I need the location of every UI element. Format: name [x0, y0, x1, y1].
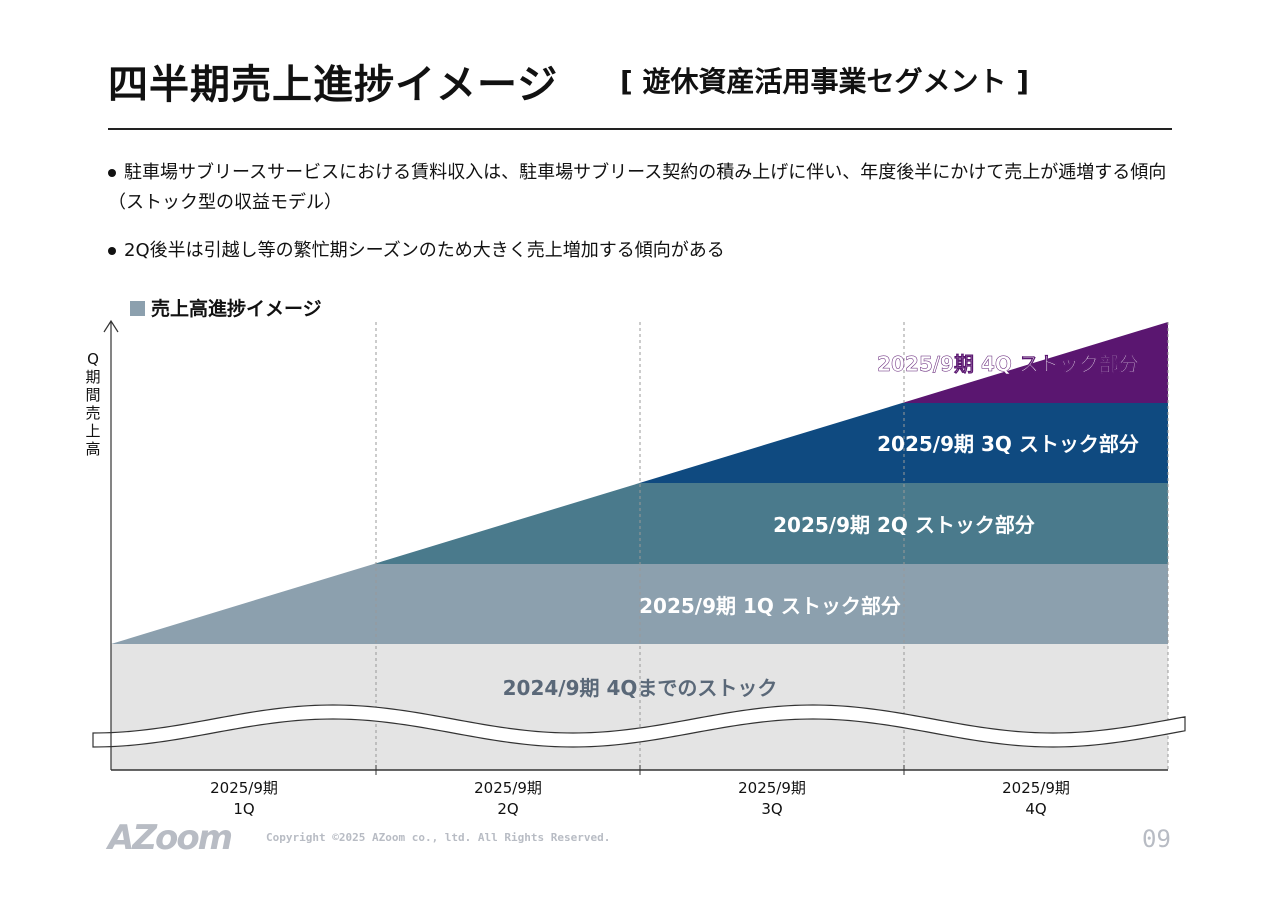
legend-swatch: [130, 301, 145, 316]
band-label: 2025/9期 3Q ストック部分: [877, 432, 1139, 456]
bullet-text: 駐車場サブリースサービスにおける賃料収入は、駐車場サブリース契約の積み上げに伴い…: [108, 162, 1167, 213]
page-number: 09: [1142, 825, 1171, 853]
copyright: Copyright ©2025 AZoom co., ltd. All Righ…: [266, 831, 611, 844]
x-tick-1q: 2025/9期 1Q: [210, 779, 278, 818]
bullet-text: 2Q後半は引越し等の繁忙期シーズンのため大きく売上増加する傾向がある: [124, 240, 725, 261]
y-axis-label: Q期間売上高: [85, 350, 101, 458]
band-label: 2024/9期 4Qまでのストック: [503, 676, 778, 700]
band-label: 2025/9期 4Q ストック部分: [877, 352, 1139, 376]
bullet-2: 2Q後半は引越し等の繁忙期シーズンのため大きく売上増加する傾向がある: [108, 236, 1178, 266]
page-title: 四半期売上進捗イメージ: [108, 62, 559, 108]
x-tick-3q: 2025/9期 3Q: [738, 779, 806, 818]
axis-break-wave: [92, 704, 1186, 748]
bullet-1: 駐車場サブリースサービスにおける賃料収入は、駐車場サブリース契約の積み上げに伴い…: [108, 158, 1178, 218]
title-divider: [108, 128, 1172, 130]
bullet-dot-icon: [108, 169, 116, 177]
band-label: 2025/9期 1Q ストック部分: [639, 594, 901, 618]
x-tick-4q: 2025/9期 4Q: [1002, 779, 1070, 818]
azoom-logo: AZoom: [108, 818, 233, 858]
legend-label: 売上高進捗イメージ: [151, 298, 322, 320]
x-tick-2q: 2025/9期 2Q: [474, 779, 542, 818]
y-axis-arrow-icon: [103, 319, 119, 333]
band-label: 2025/9期 2Q ストック部分: [773, 513, 1035, 537]
page-subtitle: [ 遊休資産活用事業セグメント ]: [620, 65, 1030, 98]
chart-legend: 売上高進捗イメージ: [130, 294, 322, 321]
bullet-dot-icon: [108, 247, 116, 255]
